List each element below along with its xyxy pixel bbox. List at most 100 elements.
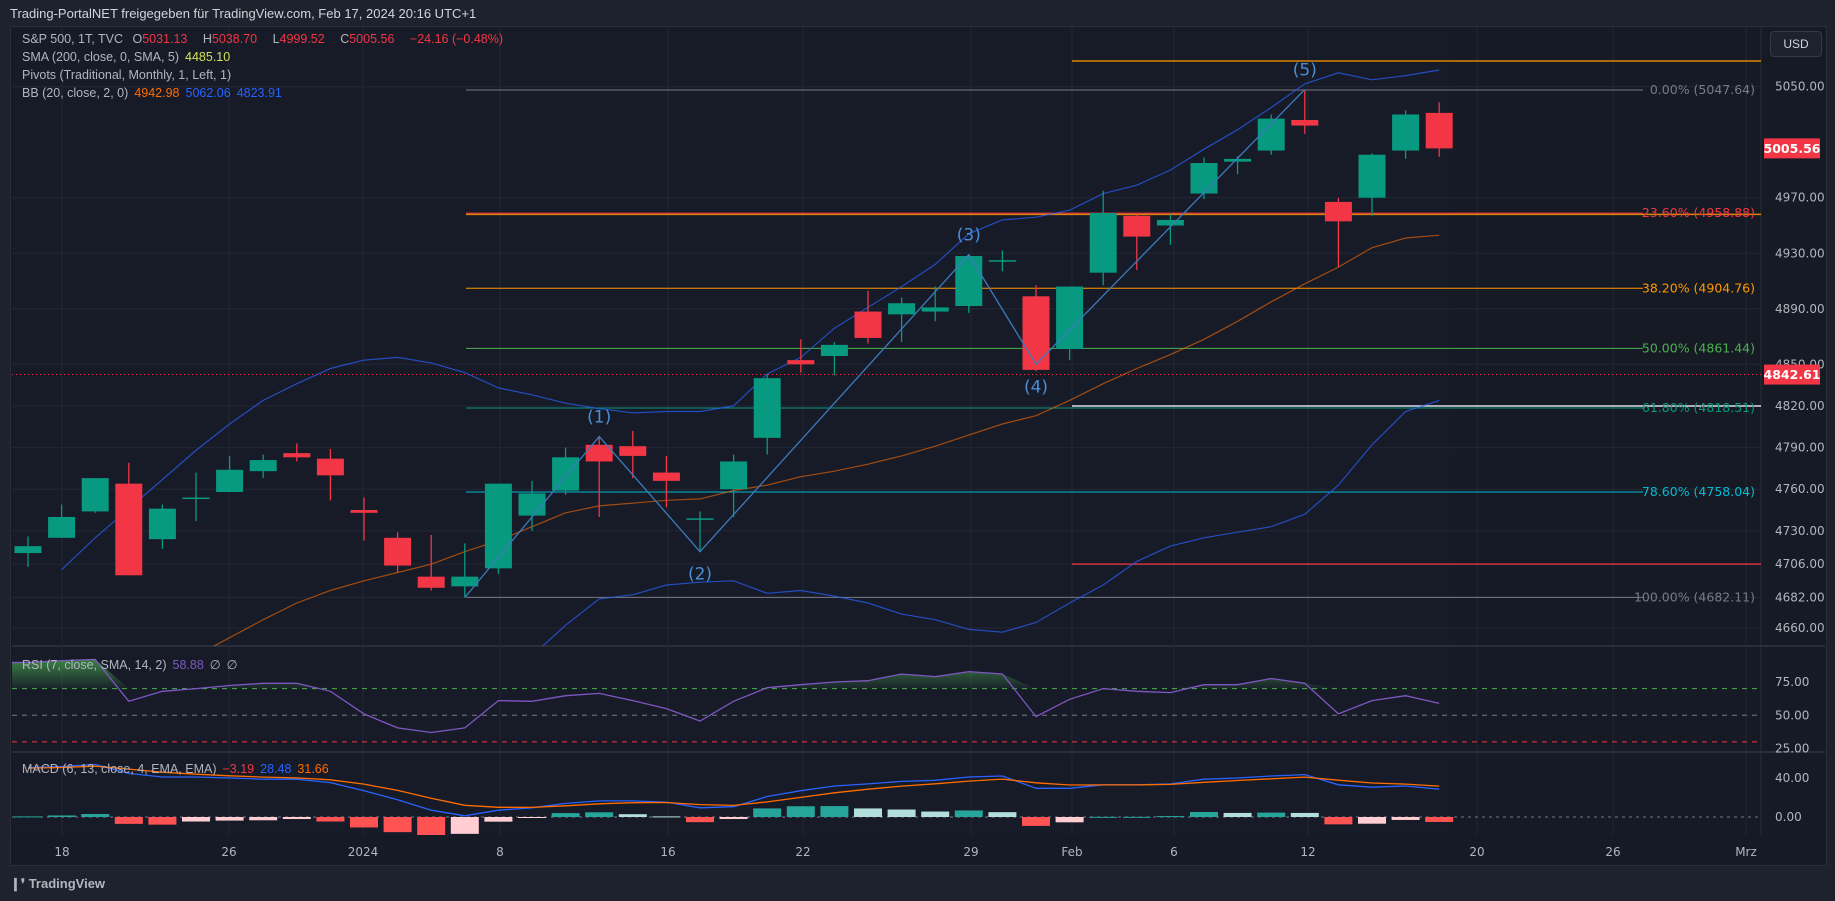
macd-histogram-bar xyxy=(316,817,345,822)
bollinger-bands xyxy=(61,69,1440,646)
macd-histogram-bar xyxy=(249,817,278,821)
legend-pivots[interactable]: Pivots (Traditional, Monthly, 1, Left, 1… xyxy=(22,68,237,82)
legend-rsi[interactable]: RSI (7, close, SMA, 14, 2) 58.88 ∅ ∅ xyxy=(22,657,244,672)
legend-low: 4999.52 xyxy=(279,32,325,46)
date-tick-label: Mrz xyxy=(1735,845,1757,859)
legend-main: S&P 500, 1T, TVC O5031.13 H5038.70 L4999… xyxy=(22,32,509,46)
sma-value: 4485.10 xyxy=(185,50,231,64)
price-tick-label: 5050.00 xyxy=(1775,80,1825,94)
rsi-extra-1: ∅ xyxy=(209,658,221,672)
candle-up xyxy=(216,469,244,492)
legend-symbol: S&P 500, 1T, TVC xyxy=(22,32,123,46)
date-tick-label: Feb xyxy=(1061,845,1082,859)
candle-down xyxy=(854,311,882,338)
date-tick-label: 26 xyxy=(221,845,236,859)
candle-up xyxy=(451,576,479,587)
tv-logo-icon: ❙❜ xyxy=(10,876,29,891)
candle-up xyxy=(1224,158,1252,162)
macd-histogram-bar xyxy=(1391,817,1420,820)
macd-value: 28.48 xyxy=(260,762,292,776)
candle-up xyxy=(182,497,210,500)
price-tick-label: 4730.00 xyxy=(1775,524,1825,538)
candle-down xyxy=(619,446,647,456)
candle-up xyxy=(888,303,916,315)
candle-up xyxy=(988,260,1016,262)
price-tick-label: 4930.00 xyxy=(1775,246,1825,260)
candle-up xyxy=(820,344,848,356)
date-tick-label: 26 xyxy=(1605,845,1620,859)
candle-down xyxy=(652,472,680,481)
macd-histogram-bar xyxy=(1022,817,1050,826)
legend-sma[interactable]: SMA (200, close, 0, SMA, 5) 4485.10 xyxy=(22,50,236,64)
price-tick-label: 4706.00 xyxy=(1775,557,1825,571)
wave-label: (1) xyxy=(587,407,611,427)
date-tick-label: 8 xyxy=(496,845,504,859)
candle-up xyxy=(753,378,781,438)
date-tick-label: 20 xyxy=(1469,845,1484,859)
macd-histogram-bar xyxy=(518,817,546,818)
candle-up xyxy=(518,493,546,516)
price-tick-label: 4790.00 xyxy=(1775,441,1825,455)
date-tick-label: 16 xyxy=(660,845,675,859)
bb-lower-line xyxy=(541,399,1440,646)
legend-bb[interactable]: BB (20, close, 2, 0) 4942.98 5062.06 4823.9… xyxy=(22,86,288,100)
candle-down xyxy=(283,453,311,458)
candle-up xyxy=(1358,154,1386,198)
candle-up xyxy=(81,478,109,512)
currency-button[interactable]: USD xyxy=(1770,31,1822,57)
elliott-wave: (1) (2) (3) (4) (5) xyxy=(464,60,1317,598)
macd-histogram-bar xyxy=(484,817,513,822)
candle-down xyxy=(1324,201,1352,222)
rsi-label: RSI (7, close, SMA, 14, 2) xyxy=(22,658,167,672)
macd-tick-label: 40.00 xyxy=(1775,771,1809,785)
candle-down xyxy=(585,444,613,462)
candle-up xyxy=(484,483,512,569)
candle-up xyxy=(720,461,748,490)
legend-macd[interactable]: MACD (6, 13, close, 4, EMA, EMA) −3.19 28.… xyxy=(22,762,335,776)
date-tick-label: 12 xyxy=(1300,845,1315,859)
wave-line xyxy=(464,89,1306,598)
plot-highlight xyxy=(12,27,1454,835)
candle-up xyxy=(1089,213,1117,273)
wave-label: (2) xyxy=(688,565,712,585)
candle-up xyxy=(148,508,176,540)
drawing-levels: 0.00% (5047.64) 23.60% (4958.88) 38.20% (4… xyxy=(12,60,1761,604)
candle-up xyxy=(955,256,983,307)
candle-down xyxy=(350,510,378,513)
candle-up xyxy=(1156,219,1184,226)
macd-signal-value: 31.66 xyxy=(297,762,329,776)
bb-upper-value: 5062.06 xyxy=(185,86,231,100)
rsi-extra-2: ∅ xyxy=(226,658,238,672)
macd-histogram-bar xyxy=(282,817,311,820)
rsi-tick-label: 75.00 xyxy=(1775,675,1809,689)
candle-up xyxy=(921,307,949,312)
fib-level-label: 50.00% (4861.44) xyxy=(1642,340,1755,355)
macd-histogram-bar xyxy=(988,812,1017,817)
tradingview-logo[interactable]: ❙❜ TradingView xyxy=(10,876,105,892)
legend-low-label: L xyxy=(272,32,280,46)
price-tick-label: 4970.00 xyxy=(1775,191,1825,205)
rsi-line xyxy=(12,658,1440,734)
macd-histogram-bar xyxy=(820,806,849,817)
candle-down xyxy=(316,458,344,476)
macd-histogram-bar xyxy=(14,816,42,818)
date-tick-label: 22 xyxy=(795,845,810,859)
macd-histogram-bar xyxy=(652,816,681,818)
signal-line xyxy=(27,765,1440,809)
bb-basis-value: 4942.98 xyxy=(134,86,180,100)
macd-histogram-bar xyxy=(921,811,950,817)
macd-tick-label: 0.00 xyxy=(1775,810,1802,824)
fib-level-label: 0.00% (5047.64) xyxy=(1650,82,1755,97)
macd-histogram-bar xyxy=(417,817,446,835)
date-tick-label: 6 xyxy=(1170,845,1178,859)
macd-histogram-bar xyxy=(1223,812,1252,817)
candle-down xyxy=(115,483,143,576)
candles xyxy=(14,89,1453,598)
macd-histogram-bar xyxy=(1190,812,1218,817)
macd-histogram-bar xyxy=(1290,812,1319,817)
macd-hist-value: −3.19 xyxy=(222,762,255,776)
legend-open: 5031.13 xyxy=(142,32,188,46)
last-price-tag-bg xyxy=(1764,138,1820,159)
legend-high: 5038.70 xyxy=(211,32,258,46)
